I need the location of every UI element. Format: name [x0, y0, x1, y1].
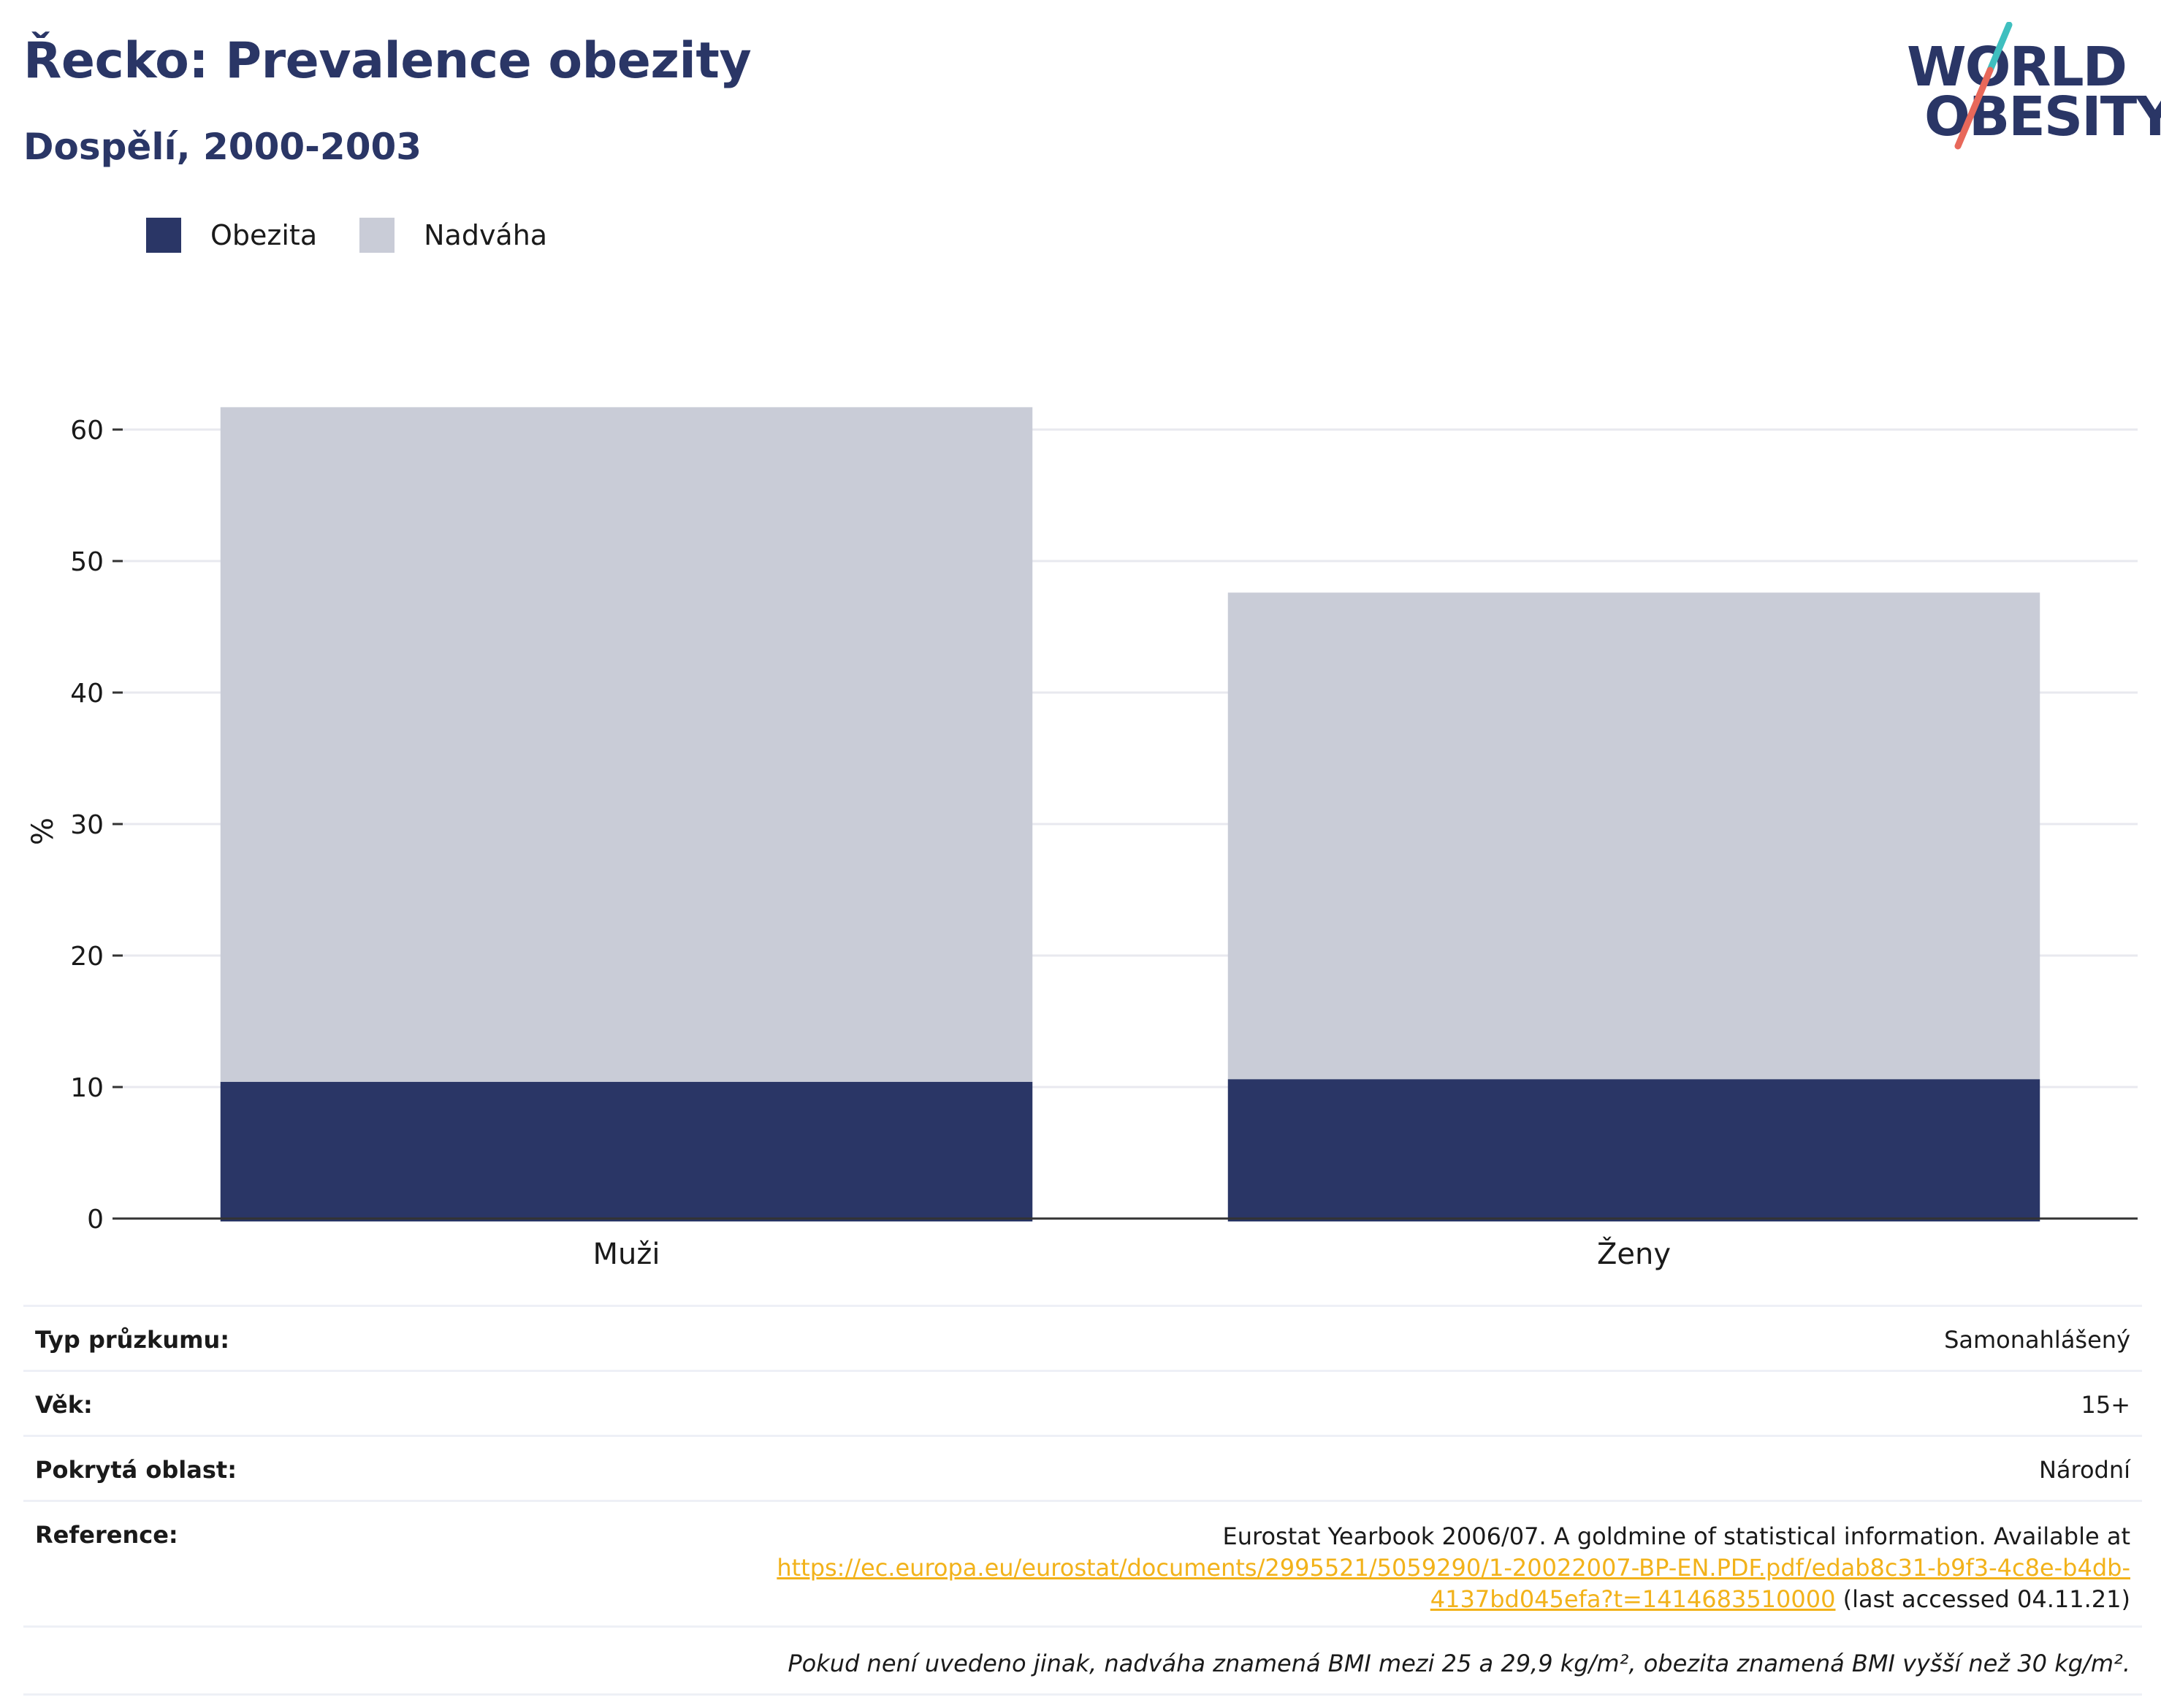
y-tick-label-20: 20: [70, 942, 104, 972]
page-title: Řecko: Prevalence obezity: [23, 32, 752, 90]
x-tick-label-Ženy: Ženy: [1597, 1236, 1671, 1271]
chart-legend: Obezita Nadváha: [146, 218, 590, 253]
meta-row-area: Pokrytá oblast: Národní: [23, 1437, 2142, 1502]
reference-accessed: (last accessed 04.11.21): [1835, 1585, 2130, 1613]
legend-label-overweight: Nadváha: [424, 219, 548, 251]
logo-word-world: WORLD: [1907, 36, 2127, 99]
legend-swatch-obesity: [146, 218, 181, 253]
meta-key-reference: Reference:: [35, 1521, 178, 1549]
bar-Obezita-Muži: [220, 1081, 1033, 1221]
meta-val-area: Národní: [2038, 1456, 2130, 1484]
meta-row-age: Věk: 15+: [23, 1372, 2142, 1437]
bar-Nadváha-Muži: [220, 407, 1033, 1082]
legend-label-obesity: Obezita: [210, 219, 318, 251]
meta-key-area: Pokrytá oblast:: [35, 1456, 237, 1484]
metadata-table: Typ průzkumu: Samonahlášený Věk: 15+ Pok…: [23, 1305, 2142, 1696]
y-tick-label-40: 40: [70, 679, 104, 709]
meta-key-survey-type: Typ průzkumu:: [35, 1326, 230, 1354]
bar-Nadváha-Ženy: [1227, 592, 2040, 1080]
definition-note: Pokud není uvedeno jinak, nadváha znamen…: [23, 1628, 2142, 1696]
reference-citation: Eurostat Yearbook 2006/07. A goldmine of…: [1222, 1522, 2131, 1550]
world-obesity-logo: WORLD OBESITY: [1907, 22, 2161, 153]
y-tick-label-0: 0: [87, 1205, 104, 1235]
legend-item-overweight: Nadváha: [359, 218, 547, 253]
x-tick-label-Muži: Muži: [593, 1238, 660, 1271]
bar-Obezita-Ženy: [1227, 1079, 2040, 1221]
stacked-bar-chart: 0 10 20 30 40 50 60% Muži Ženy: [26, 407, 2138, 1271]
logo-slash-icon: [1954, 22, 2013, 150]
y-axis-label: %: [26, 817, 60, 845]
y-tick-label-30: 30: [70, 810, 104, 840]
meta-row-survey-type: Typ průzkumu: Samonahlášený: [23, 1307, 2142, 1372]
legend-item-obesity: Obezita: [146, 218, 317, 253]
reference-link-part1[interactable]: https://ec.europa.eu/eurostat/documents/…: [777, 1554, 2130, 1582]
legend-swatch-overweight: [359, 218, 395, 253]
y-tick-label-60: 60: [70, 416, 104, 446]
reference-text: Eurostat Yearbook 2006/07. A goldmine of…: [777, 1521, 2130, 1615]
y-tick-label-10: 10: [70, 1073, 104, 1103]
y-tick-label-50: 50: [70, 547, 104, 577]
page-subtitle: Dospělí, 2000-2003: [23, 126, 422, 168]
meta-key-age: Věk:: [35, 1391, 93, 1419]
reference-link-part2[interactable]: 4137bd045efa?t=1414683510000: [1430, 1585, 1836, 1613]
meta-val-survey-type: Samonahlášený: [1944, 1326, 2130, 1354]
meta-row-reference: Reference: Eurostat Yearbook 2006/07. A …: [23, 1502, 2142, 1628]
meta-val-age: 15+: [2081, 1391, 2130, 1419]
